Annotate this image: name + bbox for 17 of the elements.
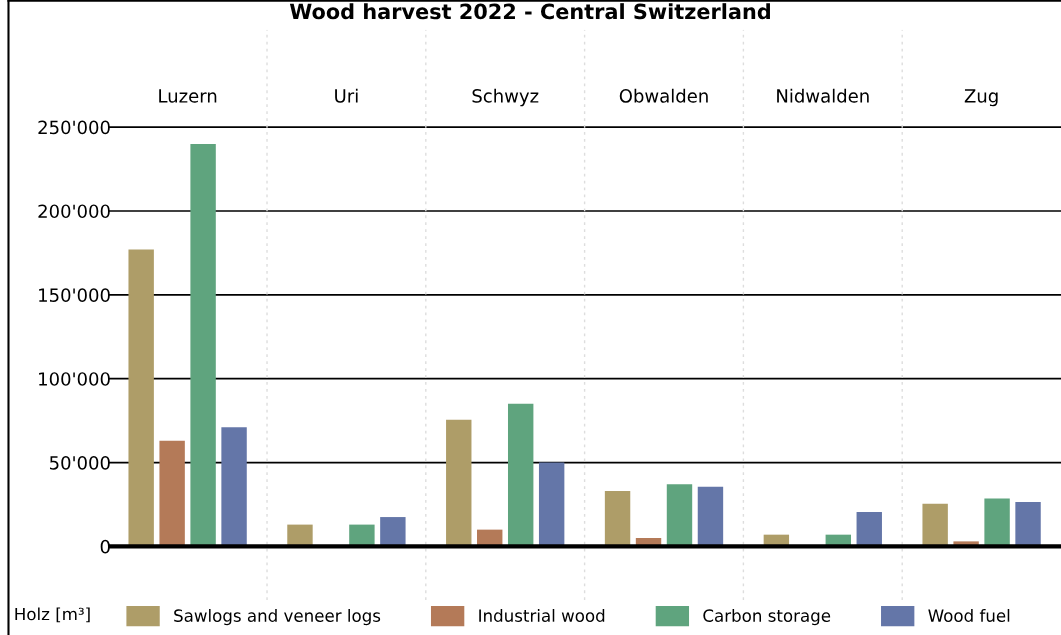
x-tick-label: Nidwalden — [777, 88, 869, 103]
legend-label: Sawlogs and veneer logs — [174, 609, 381, 626]
y-tick-label: 150'000 — [39, 288, 110, 302]
x-tick-label: Schwyz — [472, 88, 539, 107]
chart-title: Wood harvest 2022 - Central Switzerland — [289, 3, 770, 20]
x-tick-label: Uri — [335, 88, 358, 103]
y-tick-label: 250'000 — [38, 120, 110, 135]
x-tick-label: Zug — [964, 89, 998, 107]
x-tick-label: Luzern — [159, 89, 217, 103]
legend-label: Industrial wood — [479, 609, 605, 622]
legend-label: Wood fuel — [928, 609, 1010, 622]
y-tick-label: 100'000 — [39, 372, 110, 386]
y-tick-label: 200'000 — [38, 204, 110, 219]
y-tick-label: 50'000 — [49, 456, 110, 470]
y-axis-title: Holz [m³] — [15, 607, 90, 623]
legend-label: Carbon storage — [703, 609, 831, 626]
x-tick-label: Obwalden — [619, 88, 708, 103]
